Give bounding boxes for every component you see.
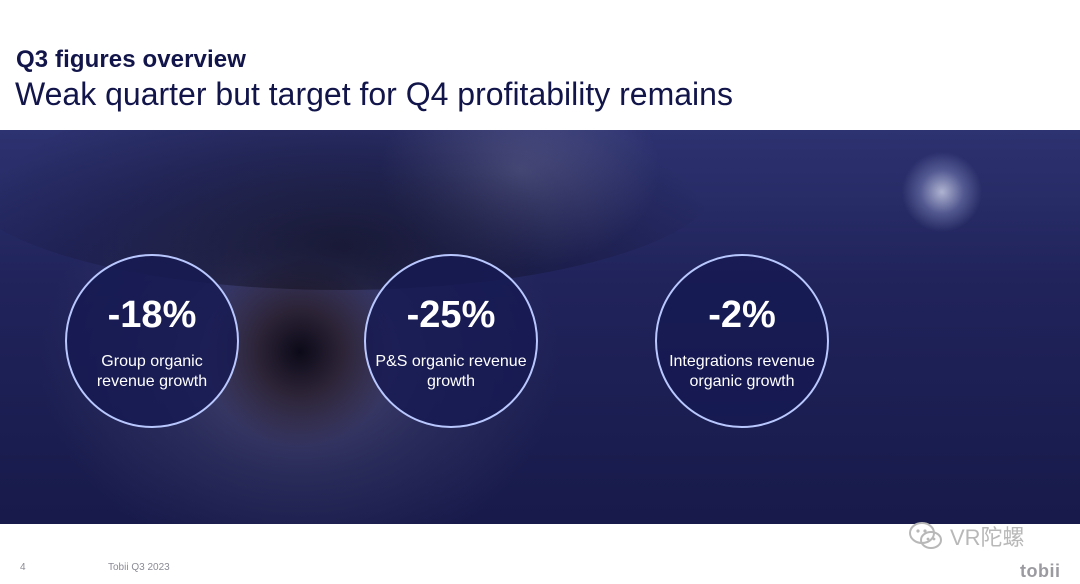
metric-integrations-organic-growth: -2% Integrations revenue organic growth — [655, 254, 829, 428]
metric-ps-organic-growth: -25% P&S organic revenue growth — [364, 254, 538, 428]
slide-footer — [0, 524, 1080, 584]
slide-kicker: Q3 figures overview — [16, 46, 246, 73]
metric-value: -25% — [406, 294, 496, 336]
footer-text: Tobii Q3 2023 — [108, 562, 170, 573]
page-number: 4 — [20, 562, 26, 573]
metric-label: P&S organic revenue growth — [375, 353, 527, 390]
metric-value: -2% — [708, 294, 776, 336]
tobii-logo: tobii — [1020, 561, 1061, 581]
slide-header: Q3 figures overview Weak quarter but tar… — [0, 0, 1080, 130]
wechat-icon — [909, 522, 942, 549]
watermark-text: VR陀螺 — [950, 525, 1025, 550]
metric-label: Integrations revenue organic growth — [669, 353, 815, 390]
metric-label: Group organic revenue growth — [96, 353, 208, 390]
metric-group-organic-growth: -18% Group organic revenue growth — [65, 254, 239, 428]
slide-headline: Weak quarter but target for Q4 profitabi… — [15, 76, 733, 112]
metric-value: -18% — [107, 294, 197, 336]
watermark: VR陀螺 — [908, 520, 1025, 552]
hero-image-eye: -18% Group organic revenue growth -25% P… — [0, 130, 1080, 524]
